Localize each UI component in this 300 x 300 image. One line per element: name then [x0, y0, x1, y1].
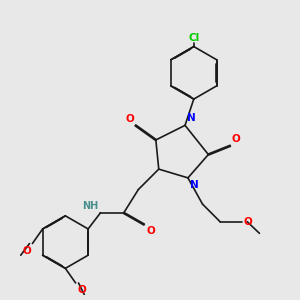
Text: O: O [232, 134, 241, 144]
Text: Cl: Cl [188, 33, 200, 43]
Text: O: O [146, 226, 155, 236]
Text: N: N [190, 180, 199, 190]
Text: O: O [77, 285, 86, 295]
Text: O: O [243, 217, 252, 227]
Text: O: O [22, 246, 31, 256]
Text: O: O [125, 114, 134, 124]
Text: N: N [188, 113, 196, 123]
Text: NH: NH [82, 201, 98, 212]
